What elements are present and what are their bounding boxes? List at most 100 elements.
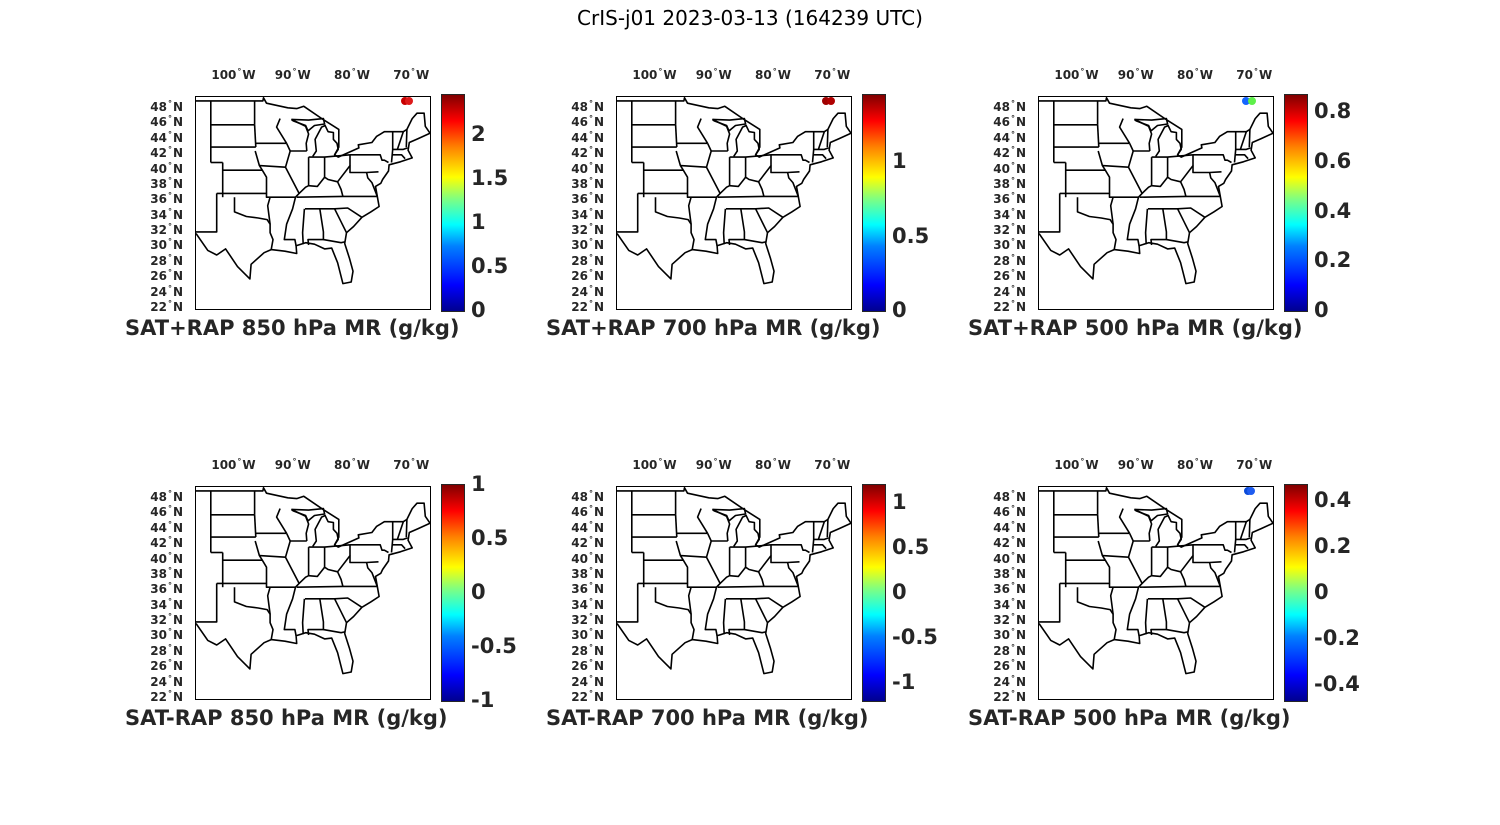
state-border-line bbox=[233, 197, 274, 250]
degree-symbol: ° bbox=[167, 596, 172, 606]
degree-symbol: ° bbox=[1010, 283, 1015, 293]
latitude-tick-label: 22°N bbox=[571, 689, 604, 704]
colorbar-tick-label: 0 bbox=[471, 580, 486, 604]
degree-symbol: ° bbox=[588, 689, 593, 698]
latitude-tick-label: 22°N bbox=[993, 689, 1026, 704]
degree-symbol: ° bbox=[167, 206, 172, 216]
longitude-tick-label: 90°W bbox=[695, 67, 732, 82]
state-border-line bbox=[1148, 597, 1206, 608]
latitude-tick-label: 32°N bbox=[150, 222, 183, 238]
state-border-line bbox=[717, 585, 799, 588]
degree-symbol: ° bbox=[1010, 237, 1015, 247]
observation-point bbox=[826, 97, 835, 105]
colorbar-tick-label: -0.5 bbox=[471, 634, 517, 658]
state-border-line bbox=[744, 628, 766, 634]
degree-symbol: ° bbox=[1010, 504, 1015, 514]
latitude-tick-label: 44°N bbox=[150, 129, 183, 145]
state-border-line bbox=[1248, 519, 1251, 538]
state-border-line bbox=[1097, 150, 1111, 194]
state-border-line bbox=[196, 97, 430, 158]
state-border-line bbox=[312, 514, 339, 547]
state-border-line bbox=[254, 150, 268, 194]
latitude-tick-label: 32°N bbox=[150, 612, 183, 628]
latitude-tick-label: 46°N bbox=[150, 114, 183, 130]
state-border-line bbox=[1134, 508, 1153, 542]
degree-symbol: ° bbox=[1010, 222, 1015, 232]
state-border-line bbox=[1141, 157, 1153, 194]
panel-title: SAT-RAP 500 hPa MR (g/kg) bbox=[968, 706, 1291, 730]
us-states-map bbox=[195, 486, 431, 700]
colorbar-tick-label: 0.5 bbox=[892, 223, 930, 248]
latitude-labels: 48°N 46°N 44°N 42°N 40°N 38°N 36°N 34°N 32°N 30°N… bbox=[546, 486, 612, 704]
latitude-tick-label: 28°N bbox=[571, 252, 604, 268]
degree-symbol: ° bbox=[167, 519, 172, 529]
latitude-tick-label: 34°N bbox=[993, 206, 1026, 222]
state-border-line bbox=[1193, 543, 1232, 554]
state-border-line bbox=[1109, 196, 1114, 225]
degree-symbol: ° bbox=[1010, 191, 1015, 201]
colorbar-tick-label: 0.8 bbox=[1314, 99, 1352, 124]
state-border-line bbox=[291, 118, 310, 152]
degree-symbol: ° bbox=[588, 489, 593, 498]
latitude-tick-label: 38°N bbox=[993, 175, 1026, 191]
degree-symbol: ° bbox=[237, 67, 242, 76]
state-border-line bbox=[1248, 129, 1251, 148]
state-border-line bbox=[817, 521, 826, 540]
degree-symbol: ° bbox=[1010, 627, 1015, 637]
state-boundaries bbox=[196, 97, 430, 285]
degree-symbol: ° bbox=[292, 67, 297, 76]
state-border-line bbox=[717, 195, 799, 198]
state-border-line bbox=[323, 238, 345, 244]
state-border-line bbox=[1118, 508, 1131, 534]
colorbar-tick-label: 0.5 bbox=[471, 526, 509, 550]
panel-title: SAT-RAP 850 hPa MR (g/kg) bbox=[125, 706, 448, 730]
degree-symbol: ° bbox=[167, 673, 172, 683]
latitude-tick-label: 32°N bbox=[571, 222, 604, 238]
colorbar-ticks: 1 0.5 0 -0.5 -1 bbox=[471, 472, 551, 712]
state-border-line bbox=[396, 131, 405, 150]
latitude-tick-label: 28°N bbox=[150, 252, 183, 268]
degree-symbol: ° bbox=[831, 457, 836, 466]
state-border-line bbox=[637, 582, 717, 588]
latitude-tick-label: 44°N bbox=[571, 129, 604, 145]
longitude-tick-label: 100°W bbox=[1054, 67, 1099, 82]
latitude-tick-label: 24°N bbox=[571, 673, 604, 689]
degree-symbol: ° bbox=[351, 67, 356, 76]
state-border-line bbox=[1179, 181, 1187, 197]
state-border-line bbox=[307, 208, 325, 246]
state-border-line bbox=[1141, 547, 1153, 584]
state-border-line bbox=[365, 172, 379, 197]
state-boundaries bbox=[1039, 487, 1273, 675]
degree-symbol: ° bbox=[1010, 581, 1015, 591]
latitude-tick-label: 38°N bbox=[571, 175, 604, 191]
latitude-tick-label: 34°N bbox=[993, 596, 1026, 612]
degree-symbol: ° bbox=[167, 550, 172, 560]
degree-symbol: ° bbox=[588, 114, 593, 124]
state-border-line bbox=[687, 196, 692, 225]
state-border-line bbox=[305, 597, 363, 608]
colorbar-tick-label: 2 bbox=[471, 121, 486, 146]
degree-symbol: ° bbox=[167, 504, 172, 514]
state-border-line bbox=[1109, 586, 1114, 615]
state-border-line bbox=[308, 176, 326, 188]
degree-symbol: ° bbox=[167, 191, 172, 201]
state-border-line bbox=[712, 118, 731, 152]
degree-symbol: ° bbox=[167, 658, 172, 668]
state-border-line bbox=[1151, 154, 1194, 158]
state-border-line bbox=[1139, 195, 1221, 198]
latitude-tick-label: 42°N bbox=[993, 145, 1026, 161]
degree-symbol: ° bbox=[588, 129, 593, 139]
latitude-tick-label: 28°N bbox=[150, 642, 183, 658]
state-border-line bbox=[1166, 154, 1194, 183]
degree-symbol: ° bbox=[588, 237, 593, 247]
latitude-tick-label: 26°N bbox=[993, 268, 1026, 284]
state-border-line bbox=[259, 554, 286, 558]
state-border-line bbox=[1151, 176, 1169, 188]
degree-symbol: ° bbox=[1010, 642, 1015, 652]
state-border-line bbox=[786, 172, 800, 197]
state-border-line bbox=[196, 132, 430, 285]
latitude-tick-label: 34°N bbox=[150, 206, 183, 222]
longitude-tick-label: 90°W bbox=[274, 67, 311, 82]
state-border-line bbox=[392, 537, 408, 541]
colorbar-ticks: 0.8 0.6 0.4 0.2 0 bbox=[1314, 94, 1394, 322]
